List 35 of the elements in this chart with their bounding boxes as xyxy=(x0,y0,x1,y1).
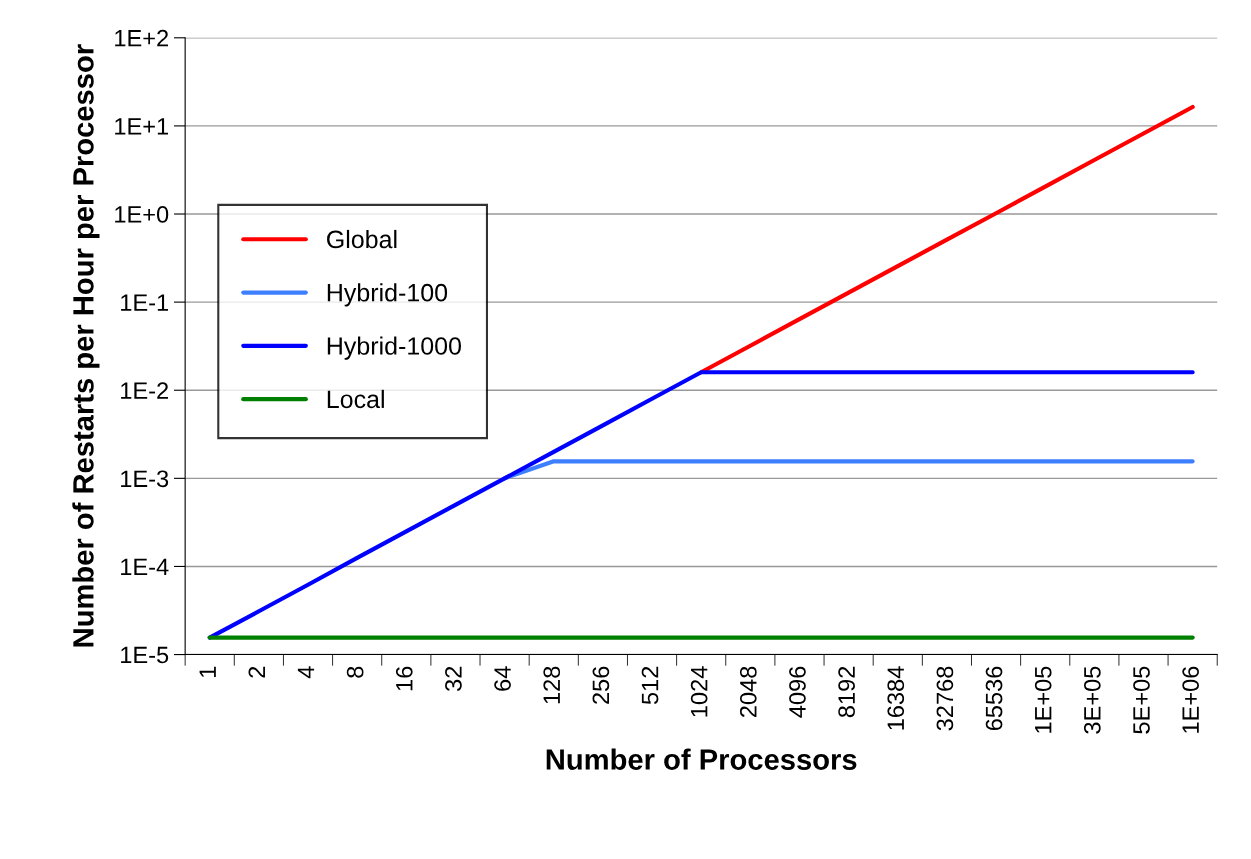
x-tick-label: 32768 xyxy=(936,666,954,731)
x-tick-label: 4096 xyxy=(789,666,806,718)
x-tick-label: 1E+06 xyxy=(1182,666,1199,733)
legend-label: Hybrid-1000 xyxy=(327,336,461,360)
legend-label: Global xyxy=(327,229,397,249)
y-tick-label: 1E+0 xyxy=(115,206,169,223)
x-axis-title: Number of Processors xyxy=(546,748,857,770)
x-tick-label: 4 xyxy=(297,666,315,679)
x-tick-label: 65536 xyxy=(985,666,1003,731)
y-tick-label: 1E-4 xyxy=(121,558,169,575)
y-tick-label: 1E-2 xyxy=(121,382,168,399)
y-tick-label: 1E+2 xyxy=(115,29,168,47)
y-tick-label: 1E-3 xyxy=(121,470,169,488)
x-tick-label: 8 xyxy=(346,666,364,678)
x-tick-label: 16384 xyxy=(887,666,905,730)
x-tick-label: 32 xyxy=(445,666,462,692)
x-tick-label: 8192 xyxy=(838,666,855,718)
x-tick-label: 1 xyxy=(199,666,216,677)
x-tick-label: 2048 xyxy=(739,666,757,717)
x-tick-label: 64 xyxy=(494,666,511,691)
x-tick-label: 1024 xyxy=(690,666,708,717)
x-tick-label: 128 xyxy=(543,666,561,704)
x-tick-label: 256 xyxy=(592,666,610,704)
x-tick-label: 5E+05 xyxy=(1133,666,1150,734)
y-tick-label: 1E+1 xyxy=(115,118,169,135)
y-tick-label: 1E-1 xyxy=(121,294,169,311)
x-tick-label: 1E+05 xyxy=(1034,666,1052,733)
y-axis-title: Number of Restarts per Hour per Processor xyxy=(72,44,100,647)
legend-label: Local xyxy=(327,389,384,409)
x-tick-label: 512 xyxy=(641,666,659,705)
x-tick-label: 16 xyxy=(395,666,413,691)
x-tick-label: 2 xyxy=(248,666,265,678)
x-tick-label: 3E+05 xyxy=(1083,666,1101,734)
legend-label: Hybrid-100 xyxy=(327,283,448,307)
y-tick-label: 1E-5 xyxy=(121,646,169,664)
